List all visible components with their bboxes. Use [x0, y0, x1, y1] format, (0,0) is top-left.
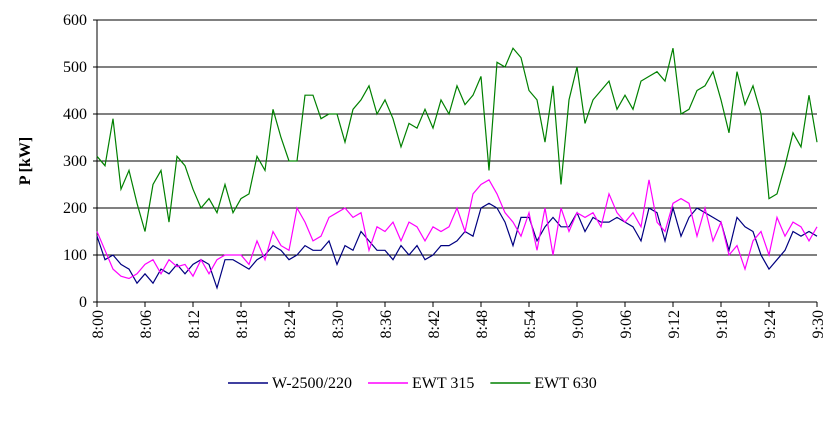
x-tick-label: 8:30: [330, 310, 347, 338]
y-tick-label: 500: [63, 59, 87, 76]
series-line: [96, 47, 818, 232]
y-tick-label: 400: [63, 106, 87, 123]
y-tick-label: 300: [63, 153, 87, 170]
x-tick-label: 8:06: [138, 310, 155, 338]
x-tick-label: 8:48: [474, 310, 491, 338]
legend-label: W-2500/220: [272, 375, 352, 392]
y-tick-label: 0: [79, 294, 87, 311]
y-axis-label: P [kW]: [17, 137, 34, 185]
y-tick-label: 600: [63, 12, 87, 29]
x-tick-label: 9:06: [618, 310, 635, 338]
x-tick-label: 8:00: [90, 310, 107, 338]
x-tick-label: 8:12: [186, 310, 203, 338]
legend-label: EWT 630: [534, 375, 596, 392]
x-tick-label: 8:36: [378, 310, 395, 338]
y-tick-label: 100: [63, 247, 87, 264]
x-tick-label: 8:54: [522, 310, 539, 338]
x-tick-label: 9:18: [714, 310, 731, 338]
series-line: [96, 202, 818, 290]
x-tick-label: 9:24: [762, 310, 779, 338]
x-tick-label: 9:12: [666, 310, 683, 338]
x-tick-label: 8:42: [426, 310, 443, 338]
y-tick-label: 200: [63, 200, 87, 217]
series-line: [96, 178, 818, 280]
x-tick-label: 9:00: [570, 310, 587, 338]
x-tick-label: 8:18: [234, 310, 251, 338]
legend-label: EWT 315: [412, 375, 474, 392]
x-tick-label: 8:24: [282, 310, 299, 338]
x-tick-label: 9:30: [810, 310, 824, 338]
